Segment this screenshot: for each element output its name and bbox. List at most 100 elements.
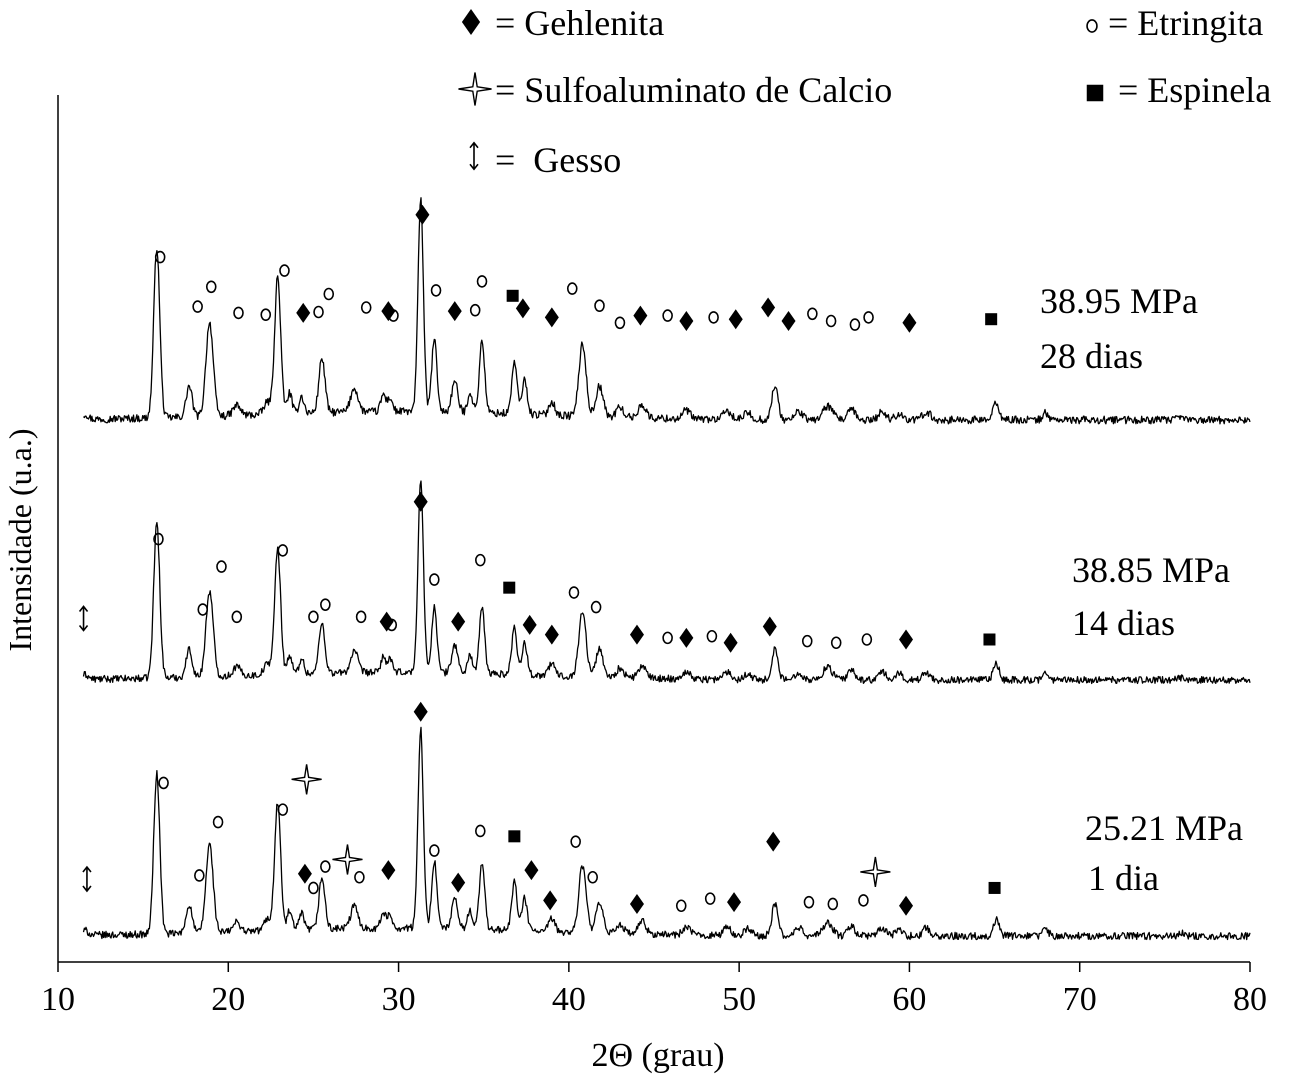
marker-circle-icon	[277, 544, 289, 557]
series-label-1-age: 1 dia	[1088, 858, 1159, 898]
marker-diamond-icon	[728, 309, 743, 330]
marker-circle-icon	[469, 303, 481, 317]
marker-circle-icon	[158, 776, 169, 790]
marker-circle-icon	[704, 892, 716, 905]
marker-circle-icon	[849, 318, 861, 331]
marker-circle-icon	[430, 284, 442, 297]
x-tick-label-60: 60	[892, 981, 926, 1018]
x-tick-label-20: 20	[211, 981, 245, 1018]
marker-circle-icon	[827, 897, 839, 911]
marker-circle-icon	[279, 264, 290, 277]
marker-diamond-icon	[381, 860, 396, 881]
marker-diamond-icon	[633, 305, 648, 326]
marker-circle-icon	[277, 803, 289, 816]
marker-diamond-icon	[899, 629, 914, 650]
marker-diamond-icon	[766, 831, 781, 852]
marker-circle-icon	[388, 309, 399, 322]
marker-circle-icon	[323, 287, 335, 301]
marker-circle-icon	[231, 610, 243, 624]
legend-label-gehlenita: = Gehlenita	[495, 3, 664, 43]
marker-diamond-icon	[761, 297, 776, 318]
marker-diamond-icon	[781, 311, 796, 331]
marker-circle-icon	[153, 532, 164, 546]
x-axis-ticks: 10 20 30 40 50 60 70 80	[41, 962, 1267, 1018]
marker-diamond-icon	[451, 611, 466, 632]
legend-square-icon	[1086, 84, 1104, 102]
marker-diamond-icon	[629, 624, 644, 645]
marker-diamond-icon	[762, 616, 777, 637]
marker-diamond-icon	[447, 301, 462, 322]
legend-arrow-icon	[469, 141, 479, 171]
marker-star-icon	[860, 856, 891, 888]
marker-circle-icon	[568, 586, 580, 599]
marker-square-icon	[983, 633, 996, 646]
marker-diamond-icon	[296, 302, 311, 323]
marker-diamond-icon	[522, 614, 537, 635]
marker-diamond-icon	[413, 701, 428, 722]
legend-diamond-icon	[461, 9, 481, 35]
marker-square-icon	[985, 313, 998, 326]
legend	[458, 9, 1104, 171]
x-tick-label-10: 10	[41, 981, 75, 1018]
series-label-14-strength: 38.85 MPa	[1072, 550, 1230, 590]
x-tick-label-50: 50	[722, 981, 756, 1018]
marker-circle-icon	[260, 308, 272, 322]
marker-circle-icon	[360, 301, 372, 314]
marker-circle-icon	[475, 553, 486, 567]
marker-circle-icon	[194, 869, 205, 882]
marker-circle-icon	[803, 895, 815, 909]
marker-star-icon	[332, 844, 363, 875]
marker-diamond-icon	[413, 491, 428, 512]
marker-circle-icon	[807, 307, 818, 321]
marker-circle-icon	[566, 282, 578, 295]
marker-diamond-icon	[899, 895, 914, 916]
series-label-14-age: 14 dias	[1072, 603, 1175, 643]
marker-diamond-icon	[451, 872, 466, 893]
legend-circle-icon	[1086, 19, 1098, 33]
marker-circle-icon	[587, 870, 598, 884]
legend-label-espinela: = Espinela	[1118, 70, 1271, 110]
marker-circle-icon	[570, 835, 581, 848]
marker-circle-icon	[216, 560, 227, 573]
marker-circle-icon	[614, 316, 626, 330]
marker-circle-icon	[308, 881, 319, 895]
marker-circle-icon	[858, 894, 869, 907]
marker-circle-icon	[355, 610, 367, 624]
marker-circle-icon	[308, 610, 319, 624]
marker-star-icon	[291, 764, 322, 795]
marker-diamond-icon	[679, 627, 694, 648]
marker-diamond-icon	[543, 890, 558, 911]
marker-circle-icon	[662, 309, 673, 322]
marker-diamond-icon	[902, 312, 917, 333]
x-tick-label-40: 40	[552, 981, 586, 1018]
marker-circle-icon	[590, 600, 602, 614]
marker-circle-icon	[197, 603, 209, 616]
marker-circle-icon	[429, 573, 440, 586]
marker-circle-icon	[313, 305, 324, 319]
marker-circle-icon	[706, 629, 718, 643]
marker-circle-icon	[429, 844, 440, 857]
marker-square-icon	[508, 830, 521, 843]
marker-circle-icon	[594, 299, 605, 313]
series-label-28-strength: 38.95 MPa	[1040, 281, 1198, 321]
marker-circle-icon	[475, 824, 486, 838]
marker-square-icon	[503, 581, 516, 594]
legend-label-sulfoaluminato: = Sulfoaluminato de Calcio	[495, 70, 892, 110]
marker-circle-icon	[662, 631, 673, 645]
marker-diamond-icon	[723, 632, 738, 653]
x-tick-label-30: 30	[382, 981, 416, 1018]
marker-diamond-icon	[297, 863, 312, 884]
marker-square-icon	[506, 289, 519, 302]
marker-circle-icon	[386, 618, 398, 632]
marker-circle-icon	[212, 815, 224, 829]
marker-diamond-icon	[415, 204, 430, 225]
marker-circle-icon	[320, 860, 331, 873]
marker-circle-icon	[354, 870, 365, 884]
marker-layer	[78, 204, 1001, 916]
marker-circle-icon	[192, 300, 203, 313]
series-label-28-age: 28 dias	[1040, 336, 1143, 376]
marker-arrow-icon	[78, 605, 89, 632]
x-tick-label-80: 80	[1233, 981, 1267, 1018]
marker-diamond-icon	[379, 611, 394, 632]
